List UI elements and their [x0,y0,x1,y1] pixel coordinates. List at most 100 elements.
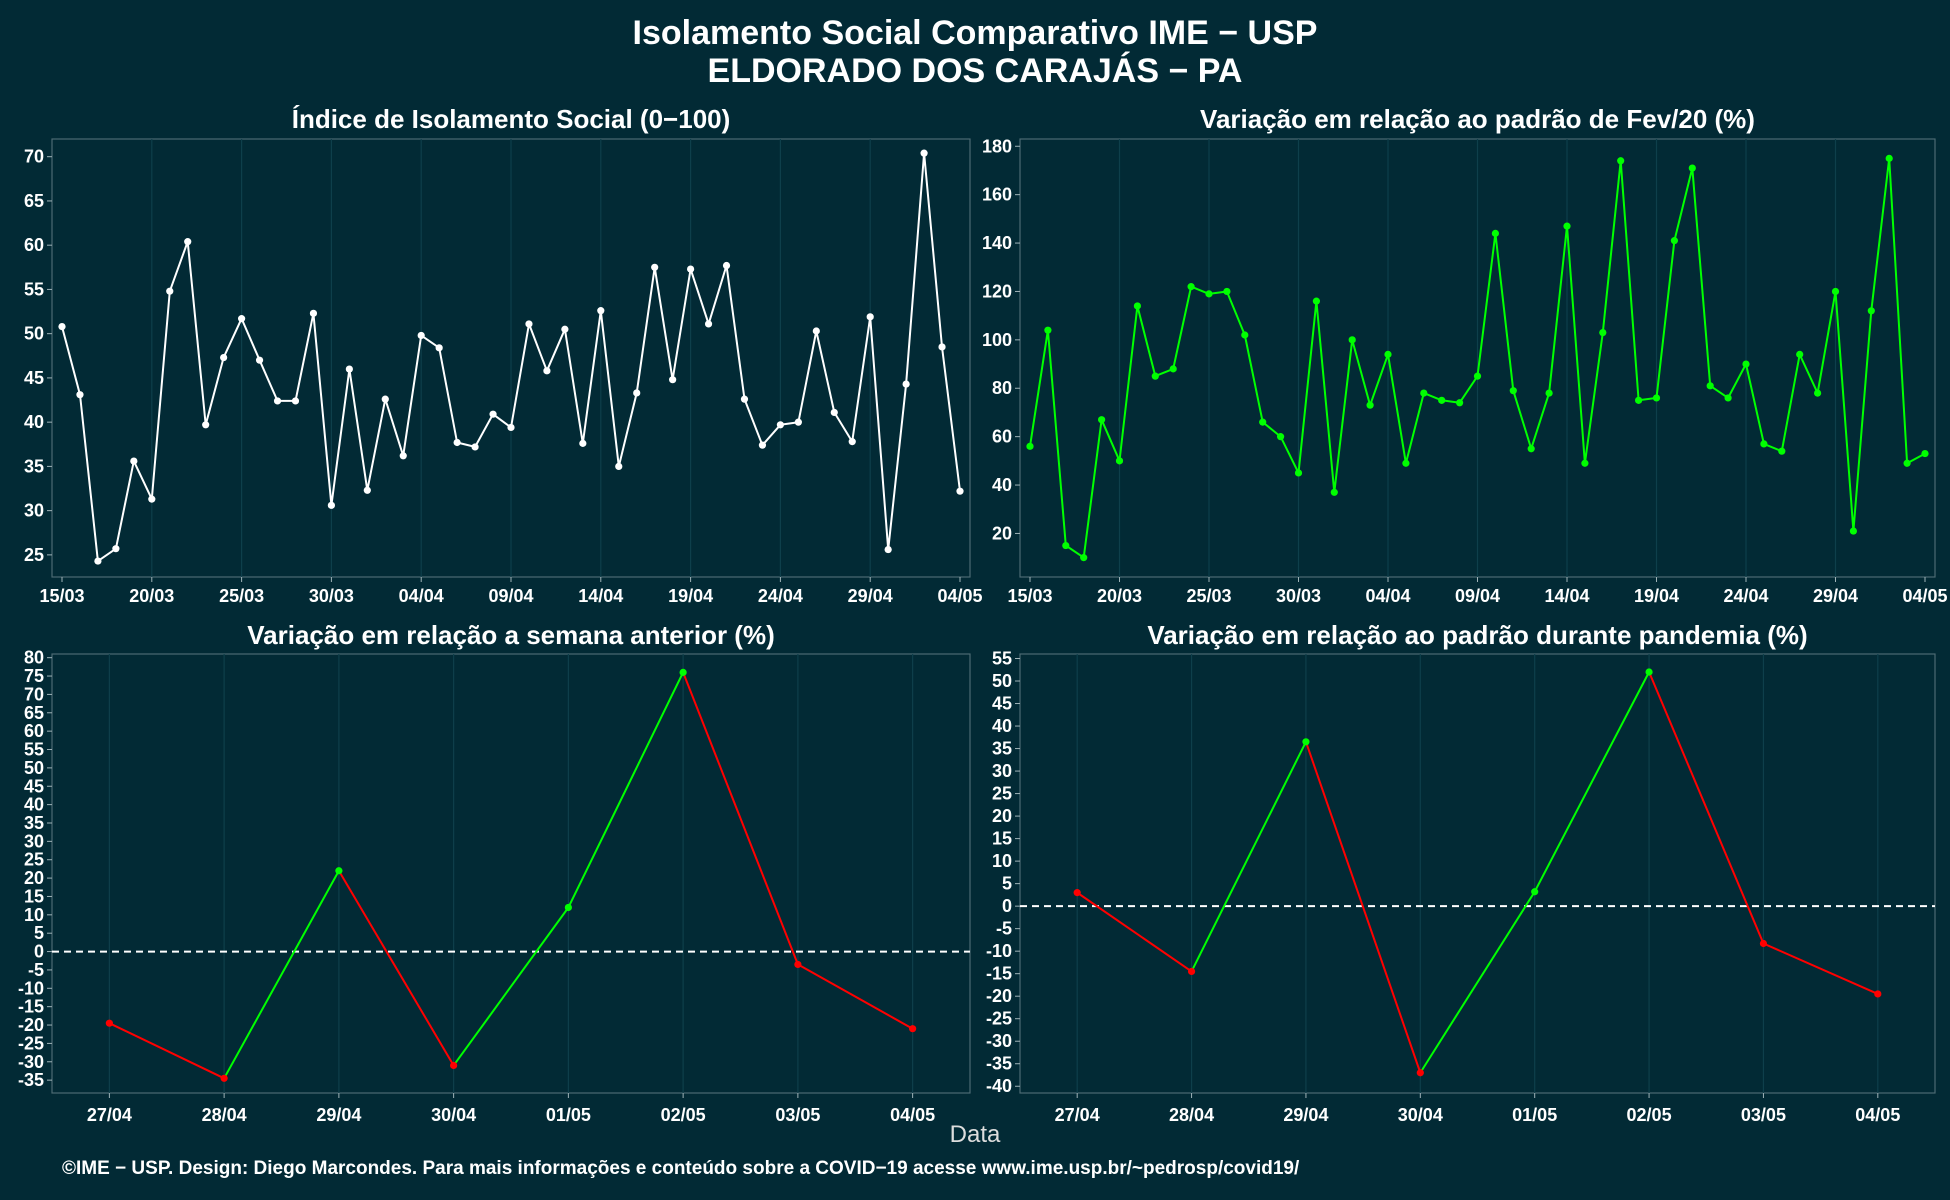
data-point [450,1061,458,1070]
x-tick-label: 04/04 [1365,586,1410,606]
data-point [1491,229,1499,237]
data-point [1742,360,1750,368]
data-point [1796,350,1804,358]
data-point [1456,399,1464,407]
y-tick-label: -5 [28,960,44,980]
y-tick-label: 160 [982,185,1012,205]
data-point [1169,365,1177,373]
y-tick-label: 140 [982,233,1012,253]
data-point [543,367,551,375]
x-tick-label: 29/04 [316,1105,361,1125]
data-point [920,149,928,157]
series-segment [338,870,455,1066]
data-point [1420,389,1428,397]
data-point [1849,527,1857,535]
data-point [1581,459,1589,467]
data-point [956,487,964,495]
data-point [1670,237,1678,245]
data-point [1187,283,1195,291]
y-tick-label: 45 [992,694,1012,714]
data-point [1223,287,1231,296]
x-tick-label: 09/04 [1455,586,1500,606]
series-segment [223,870,340,1079]
data-point [220,1074,228,1082]
x-tick-label: 14/04 [1544,586,1589,606]
data-point [453,438,461,447]
y-tick-label: 5 [1002,874,1012,894]
data-point [1402,459,1410,467]
y-tick-label: 60 [992,427,1012,447]
data-point [345,365,353,373]
y-tick-label: 0 [34,942,44,962]
x-tick-label: 27/04 [1055,1105,1100,1125]
data-point [1635,396,1643,404]
x-tick-label: 28/04 [202,1105,247,1125]
data-point [1617,157,1625,165]
y-tick-label: 80 [992,378,1012,398]
data-point [848,438,856,446]
y-tick-label: -20 [986,986,1012,1006]
x-tick-label: 29/04 [1813,586,1858,606]
data-point [1294,469,1303,477]
x-tick-label: 29/04 [848,586,893,606]
x-tick-label: 09/04 [488,586,533,606]
data-point [291,397,300,405]
data-point [564,903,572,912]
y-tick-label: -10 [18,978,44,998]
y-tick-label: 50 [24,324,44,344]
plot-frame [1019,653,1936,1094]
x-tick-label: 24/04 [1723,586,1768,606]
y-tick-label: -35 [986,1054,1012,1074]
y-tick-label: -35 [18,1070,44,1090]
data-point [687,265,695,273]
y-tick-label: 50 [24,758,44,778]
x-tick-label: 01/05 [546,1105,591,1125]
data-point [1187,967,1196,976]
data-point [1473,372,1482,380]
data-point [309,309,318,317]
data-point [1026,442,1034,450]
data-point [1706,382,1714,390]
footer-credits: ©IME − USP. Design: Diego Marcondes. Par… [62,1158,1300,1179]
y-tick-label: 50 [992,671,1012,691]
data-point [1531,888,1539,896]
data-point [1921,449,1929,458]
y-tick-label: 40 [24,795,44,815]
data-point [1724,394,1732,402]
series-segment [1304,741,1422,1074]
data-point [579,439,587,447]
data-point [1867,307,1875,315]
x-tick-label: 15/03 [1007,586,1052,606]
series-segment [1419,891,1536,1074]
y-tick-label: -5 [996,919,1012,939]
data-point [1098,416,1106,424]
y-tick-label: 55 [24,740,44,760]
x-tick-label: 04/05 [1855,1105,1900,1125]
data-point [417,331,425,340]
x-tick-label: 04/05 [1902,586,1947,606]
chart-title: Índice de Isolamento Social (0−100) [292,104,731,134]
y-tick-label: 20 [24,868,44,888]
data-point [202,421,210,429]
chart-title: Variação em relação ao padrão durante pa… [1147,620,1807,650]
x-tick-label: 30/03 [309,586,354,606]
y-tick-label: 70 [24,147,44,167]
data-point [184,238,192,246]
main-subtitle: ELDORADO DOS CARAJÁS − PA [707,52,1243,90]
chart-title: Variação em relação a semana anterior (%… [247,620,775,650]
y-tick-label: 35 [24,456,44,476]
y-tick-label: -30 [18,1052,44,1072]
y-tick-label: 35 [992,739,1012,759]
data-point [525,320,533,328]
data-point [669,376,677,384]
y-tick-label: 0 [1002,896,1012,916]
x-tick-label: 19/04 [1634,586,1679,606]
series-segment [1076,891,1193,973]
y-tick-label: 60 [24,721,44,741]
x-tick-label: 04/04 [399,586,444,606]
data-point [1348,336,1356,344]
y-tick-label: -30 [986,1031,1012,1051]
data-point [1645,668,1653,676]
